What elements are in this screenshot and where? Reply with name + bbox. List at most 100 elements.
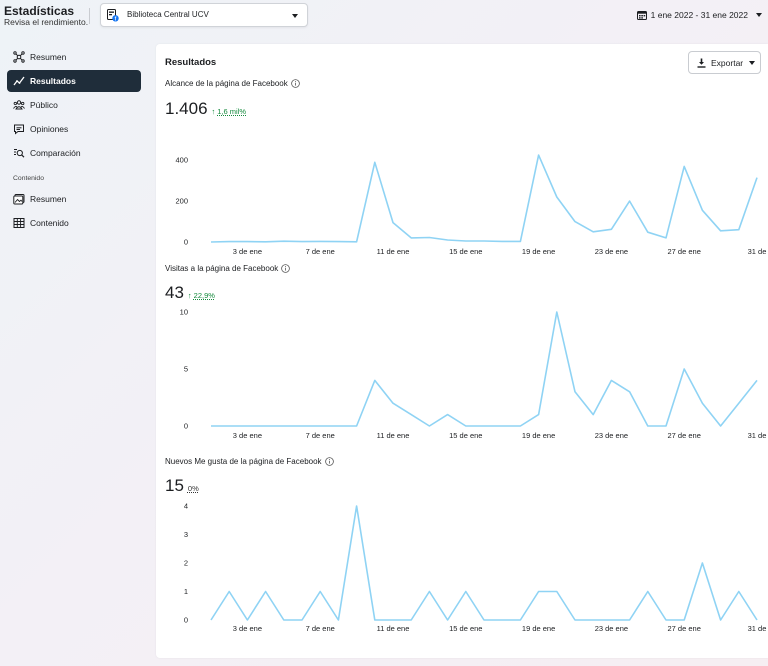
data-point[interactable] bbox=[264, 424, 268, 428]
data-point[interactable] bbox=[755, 176, 759, 180]
data-point[interactable] bbox=[245, 240, 249, 244]
export-button[interactable]: Exportar bbox=[688, 51, 761, 74]
data-point[interactable] bbox=[227, 590, 231, 594]
data-point[interactable] bbox=[555, 195, 559, 199]
data-point[interactable] bbox=[336, 618, 340, 622]
data-point[interactable] bbox=[227, 424, 231, 428]
data-point[interactable] bbox=[573, 390, 577, 394]
info-icon[interactable] bbox=[324, 457, 334, 466]
info-icon[interactable] bbox=[281, 264, 291, 273]
data-point[interactable] bbox=[700, 561, 704, 565]
data-point[interactable] bbox=[628, 390, 632, 394]
data-point[interactable] bbox=[282, 424, 286, 428]
data-point[interactable] bbox=[719, 229, 723, 233]
data-point[interactable] bbox=[737, 401, 741, 405]
data-point[interactable] bbox=[518, 239, 522, 243]
data-point[interactable] bbox=[682, 618, 686, 622]
data-point[interactable] bbox=[500, 618, 504, 622]
sidebar-item-contenido[interactable]: Contenido bbox=[7, 212, 141, 234]
data-point[interactable] bbox=[518, 618, 522, 622]
data-point[interactable] bbox=[355, 424, 359, 428]
data-point[interactable] bbox=[609, 618, 613, 622]
data-point[interactable] bbox=[664, 424, 668, 428]
data-point[interactable] bbox=[391, 221, 395, 225]
data-point[interactable] bbox=[646, 230, 650, 234]
data-point[interactable] bbox=[391, 401, 395, 405]
data-point[interactable] bbox=[209, 424, 213, 428]
data-point[interactable] bbox=[609, 378, 613, 382]
data-point[interactable] bbox=[628, 618, 632, 622]
data-point[interactable] bbox=[336, 424, 340, 428]
date-range-picker[interactable]: 1 ene 2022 - 31 ene 2022 bbox=[636, 8, 762, 22]
data-point[interactable] bbox=[464, 239, 468, 243]
data-point[interactable] bbox=[500, 424, 504, 428]
sidebar-item-opiniones[interactable]: Opiniones bbox=[7, 118, 141, 140]
data-point[interactable] bbox=[464, 424, 468, 428]
sidebar-item-resultados[interactable]: Resultados bbox=[7, 70, 141, 92]
sidebar-item-publico[interactable]: Público bbox=[7, 94, 141, 116]
data-point[interactable] bbox=[591, 413, 595, 417]
data-point[interactable] bbox=[500, 239, 504, 243]
data-point[interactable] bbox=[537, 153, 541, 157]
data-point[interactable] bbox=[409, 618, 413, 622]
data-point[interactable] bbox=[682, 367, 686, 371]
data-point[interactable] bbox=[737, 228, 741, 232]
data-point[interactable] bbox=[591, 230, 595, 234]
data-point[interactable] bbox=[646, 590, 650, 594]
data-point[interactable] bbox=[318, 424, 322, 428]
data-point[interactable] bbox=[336, 240, 340, 244]
data-point[interactable] bbox=[300, 424, 304, 428]
data-point[interactable] bbox=[427, 236, 431, 240]
data-point[interactable] bbox=[482, 424, 486, 428]
data-point[interactable] bbox=[664, 618, 668, 622]
data-point[interactable] bbox=[573, 220, 577, 224]
data-point[interactable] bbox=[537, 590, 541, 594]
data-point[interactable] bbox=[209, 618, 213, 622]
data-point[interactable] bbox=[464, 590, 468, 594]
data-point[interactable] bbox=[446, 413, 450, 417]
data-point[interactable] bbox=[227, 240, 231, 244]
data-point[interactable] bbox=[682, 164, 686, 168]
data-point[interactable] bbox=[409, 413, 413, 417]
data-point[interactable] bbox=[373, 618, 377, 622]
data-point[interactable] bbox=[209, 240, 213, 244]
data-point[interactable] bbox=[573, 618, 577, 622]
data-point[interactable] bbox=[518, 424, 522, 428]
data-point[interactable] bbox=[300, 240, 304, 244]
data-point[interactable] bbox=[391, 618, 395, 622]
data-point[interactable] bbox=[646, 424, 650, 428]
sidebar-item-comparacion[interactable]: Comparación bbox=[7, 142, 141, 164]
page-selector-dropdown[interactable]: f Biblioteca Central UCV bbox=[100, 3, 308, 27]
data-point[interactable] bbox=[446, 618, 450, 622]
data-point[interactable] bbox=[245, 424, 249, 428]
data-point[interactable] bbox=[373, 160, 377, 164]
data-point[interactable] bbox=[737, 590, 741, 594]
data-point[interactable] bbox=[355, 240, 359, 244]
data-point[interactable] bbox=[700, 208, 704, 212]
data-point[interactable] bbox=[282, 618, 286, 622]
info-icon[interactable] bbox=[290, 79, 300, 88]
data-point[interactable] bbox=[245, 618, 249, 622]
data-point[interactable] bbox=[628, 199, 632, 203]
data-point[interactable] bbox=[555, 310, 559, 314]
data-point[interactable] bbox=[264, 590, 268, 594]
data-point[interactable] bbox=[409, 236, 413, 240]
data-point[interactable] bbox=[427, 424, 431, 428]
data-point[interactable] bbox=[719, 424, 723, 428]
data-point[interactable] bbox=[609, 227, 613, 231]
sidebar-item-contenido-resumen[interactable]: Resumen bbox=[7, 188, 141, 210]
data-point[interactable] bbox=[318, 239, 322, 243]
data-point[interactable] bbox=[537, 413, 541, 417]
data-point[interactable] bbox=[373, 378, 377, 382]
data-point[interactable] bbox=[427, 590, 431, 594]
data-point[interactable] bbox=[482, 618, 486, 622]
data-point[interactable] bbox=[482, 239, 486, 243]
data-point[interactable] bbox=[555, 590, 559, 594]
data-point[interactable] bbox=[719, 618, 723, 622]
data-point[interactable] bbox=[282, 239, 286, 243]
data-point[interactable] bbox=[664, 236, 668, 240]
data-point[interactable] bbox=[755, 618, 759, 622]
data-point[interactable] bbox=[446, 238, 450, 242]
data-point[interactable] bbox=[300, 618, 304, 622]
data-point[interactable] bbox=[318, 590, 322, 594]
